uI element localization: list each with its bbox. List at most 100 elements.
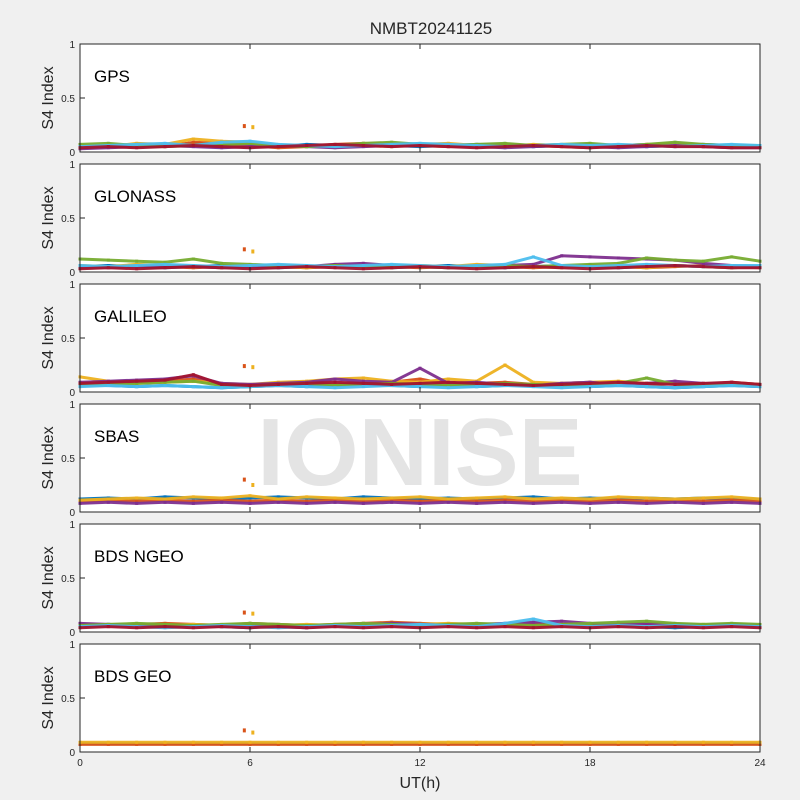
y-axis-label: S4 Index	[40, 186, 57, 249]
data-point	[220, 145, 224, 149]
data-point	[503, 500, 507, 504]
data-point	[191, 626, 195, 630]
data-point	[106, 145, 110, 149]
y-tick-label: 1	[69, 400, 75, 411]
data-point	[446, 497, 450, 501]
data-point	[673, 379, 677, 383]
data-point	[135, 264, 139, 268]
data-point	[701, 261, 705, 265]
panel-5: 0 0.5 1 0 6 12 18 24 S4 Index BDS GEO	[40, 640, 766, 769]
data-point	[701, 259, 705, 263]
data-point	[106, 384, 110, 388]
data-point	[163, 497, 167, 501]
data-point	[333, 500, 337, 504]
data-point	[305, 381, 309, 385]
data-point	[305, 385, 309, 389]
panel-label: BDS GEO	[94, 667, 171, 686]
data-point	[475, 381, 479, 385]
data-point	[106, 266, 110, 270]
data-point	[418, 622, 422, 626]
data-point	[701, 145, 705, 149]
data-point	[418, 385, 422, 389]
plot-area	[79, 403, 761, 513]
panel-1: 0 0.5 1 S4 Index GLONASS	[40, 160, 762, 279]
data-point	[475, 501, 479, 505]
data-point	[418, 265, 422, 269]
data-point	[645, 256, 649, 260]
data-point	[220, 266, 224, 270]
data-point	[106, 740, 110, 744]
data-point	[276, 266, 280, 270]
data-point	[616, 625, 620, 629]
data-point	[701, 385, 705, 389]
plot-area	[79, 643, 761, 753]
panel-label: BDS NGEO	[94, 547, 184, 566]
data-point	[701, 381, 705, 385]
data-point	[560, 386, 564, 390]
data-point	[390, 140, 394, 144]
data-point	[333, 742, 337, 746]
data-point	[531, 262, 535, 266]
data-point	[361, 261, 365, 265]
data-point	[135, 267, 139, 271]
data-point	[616, 145, 620, 149]
data-point	[503, 363, 507, 367]
data-point	[560, 740, 564, 744]
data-point	[503, 740, 507, 744]
spike-point	[242, 364, 246, 369]
data-point	[531, 620, 535, 624]
data-point	[220, 140, 224, 144]
data-point	[588, 742, 592, 746]
data-point	[191, 265, 195, 269]
data-point	[446, 742, 450, 746]
data-point	[305, 499, 309, 503]
data-point	[305, 144, 309, 148]
data-point	[503, 141, 507, 145]
y-axis-label: S4 Index	[40, 66, 57, 129]
panel-4: 0 0.5 1 S4 Index BDS NGEO	[40, 520, 762, 639]
data-point	[248, 499, 252, 503]
data-point	[560, 142, 564, 146]
data-point	[645, 262, 649, 266]
data-point	[135, 146, 139, 150]
y-tick-label: 0.5	[61, 574, 75, 585]
data-point	[135, 740, 139, 744]
data-point	[220, 382, 224, 386]
data-point	[390, 266, 394, 270]
data-point	[135, 499, 139, 503]
panel-3: 0 0.5 1 S4 Index SBAS	[40, 400, 762, 519]
data-point	[418, 495, 422, 499]
data-point	[191, 140, 195, 144]
spike-point	[251, 249, 255, 254]
y-axis-label: S4 Index	[40, 306, 57, 369]
data-point	[390, 498, 394, 502]
y-tick-label: 0	[69, 628, 75, 639]
data-point	[163, 266, 167, 270]
data-point	[390, 382, 394, 386]
data-point	[616, 500, 620, 504]
data-point	[135, 142, 139, 146]
data-point	[390, 742, 394, 746]
data-point	[418, 499, 422, 503]
y-axis-label: S4 Index	[40, 426, 57, 489]
data-point	[560, 500, 564, 504]
data-point	[220, 386, 224, 390]
data-point	[446, 142, 450, 146]
data-point	[673, 264, 677, 268]
data-point	[361, 626, 365, 630]
y-axis-label: S4 Index	[40, 666, 57, 729]
figure-title: NMBT20241125	[370, 19, 493, 38]
data-point	[475, 742, 479, 746]
data-point	[248, 496, 252, 500]
data-point	[220, 496, 224, 500]
data-point	[333, 625, 337, 629]
data-point	[163, 495, 167, 499]
data-point	[475, 144, 479, 148]
data-point	[106, 742, 110, 746]
data-point	[616, 620, 620, 624]
data-point	[106, 625, 110, 629]
data-point	[673, 145, 677, 149]
x-tick-label: 18	[584, 758, 596, 769]
data-point	[361, 141, 365, 145]
data-point	[191, 379, 195, 383]
